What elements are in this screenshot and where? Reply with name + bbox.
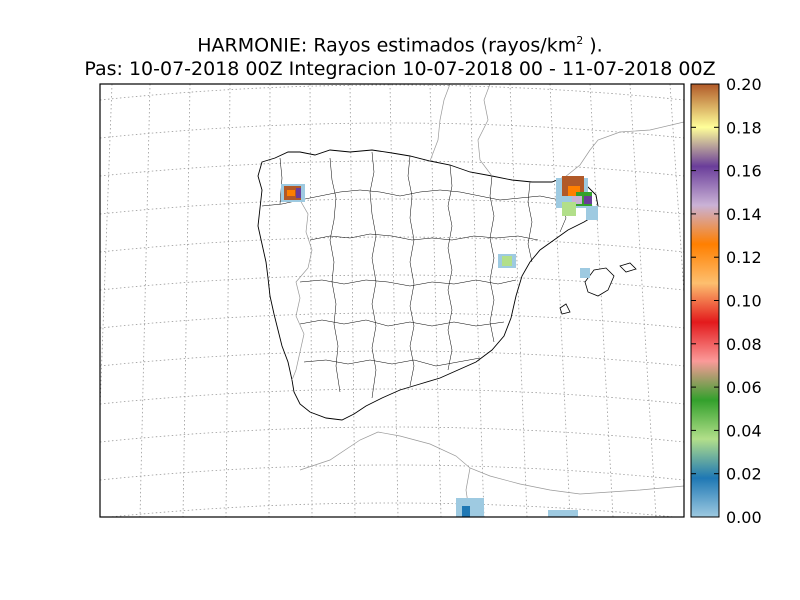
colorbar-tick-label: 0.20 — [726, 75, 762, 94]
map-frame — [99, 83, 685, 518]
colorbar-tick-label: 0.12 — [726, 248, 762, 267]
ibiza-island — [559, 303, 571, 315]
province-boundaries — [261, 151, 567, 399]
iberia-coastline — [257, 149, 599, 421]
figure-title-line1: HARMONIE: Rayos estimados (rayos/km2 ). — [0, 34, 800, 56]
france-west-coast — [429, 84, 451, 162]
graticule — [100, 84, 684, 517]
colorbar-tick-label: 0.16 — [726, 162, 762, 181]
colorbar-tick-label: 0.04 — [726, 421, 762, 440]
title-suffix: ). — [583, 34, 603, 57]
colorbar-ticks: 0.00 0.02 0.04 0.06 0.08 0.10 0.12 0.14 0.16 0.18… — [691, 75, 762, 527]
menorca-island — [619, 262, 637, 273]
colorbar-tick-label: 0.14 — [726, 205, 762, 224]
colorbar-tick-label: 0.06 — [726, 378, 762, 397]
mallorca-island — [584, 267, 615, 297]
france-border — [477, 84, 493, 177]
france-coast — [564, 121, 684, 178]
colorbar-tick-label: 0.00 — [726, 508, 762, 527]
portugal-border — [291, 199, 313, 381]
title-superscript: 2 — [576, 34, 584, 47]
colorbar-tick-label: 0.18 — [726, 118, 762, 137]
colorbar-tick-label: 0.08 — [726, 335, 762, 354]
title-prefix: HARMONIE: Rayos estimados (rayos/km — [197, 34, 577, 57]
colorbar-tick-label: 0.02 — [726, 465, 762, 484]
colorbar-tick-label: 0.10 — [726, 292, 762, 311]
figure-title-line2: Pas: 10-07-2018 00Z Integracion 10-07-20… — [84, 58, 716, 80]
lightning-hotspots — [281, 176, 598, 517]
map-background — [100, 84, 684, 517]
